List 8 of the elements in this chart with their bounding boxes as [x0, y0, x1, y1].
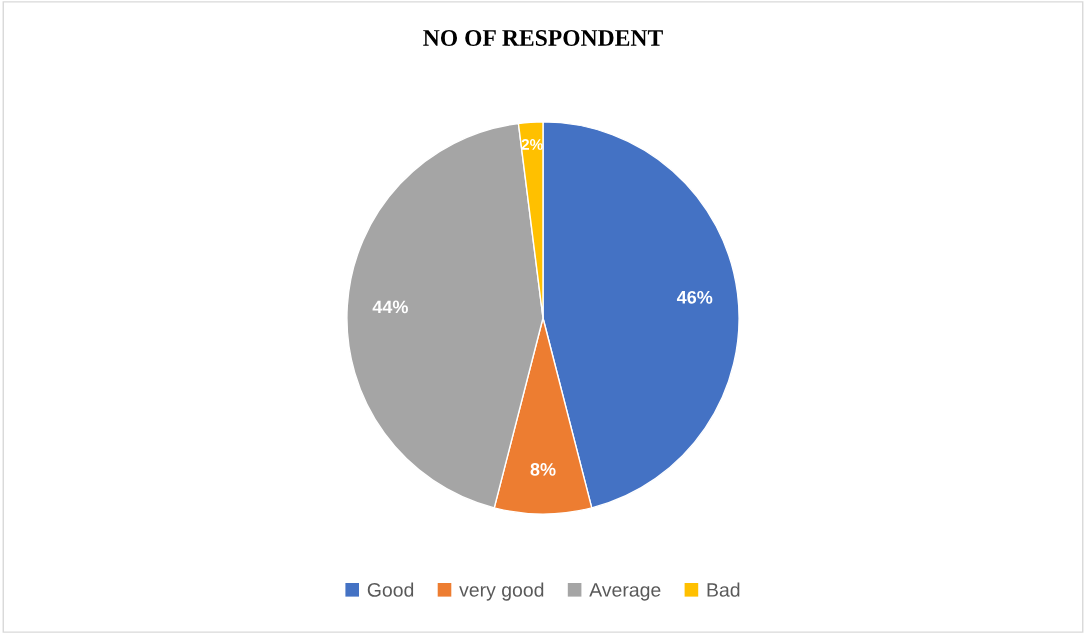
data-label: 8%: [530, 463, 556, 476]
data-label: 44%: [372, 300, 408, 314]
legend-label: Average: [589, 583, 661, 601]
legend-label: Good: [367, 582, 414, 597]
chart-title: NO OF RESPONDENT: [423, 30, 663, 46]
data-label: 46%: [676, 290, 713, 304]
legend-label: very good: [459, 582, 544, 601]
legend-label: Bad: [707, 582, 740, 597]
